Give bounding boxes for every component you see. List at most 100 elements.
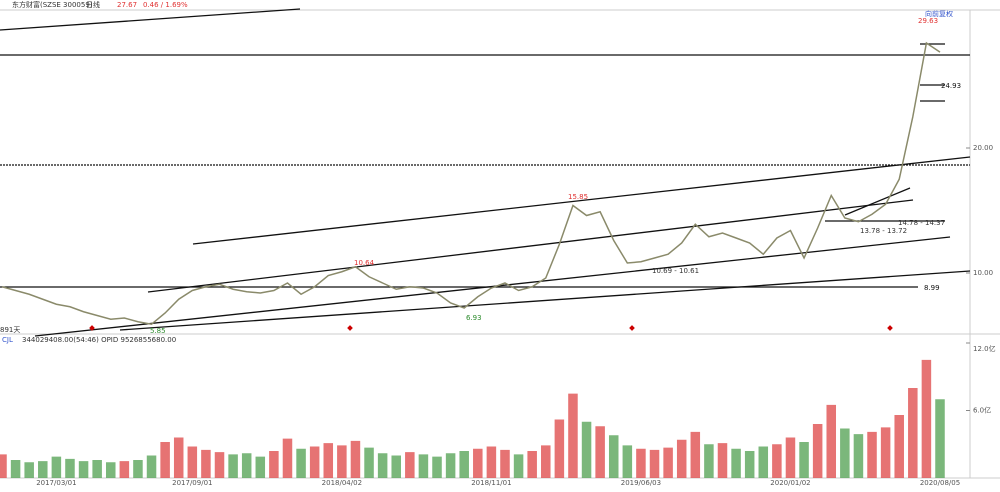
volume-bar bbox=[10, 460, 21, 478]
volume-bar bbox=[486, 446, 497, 478]
volume-bar bbox=[880, 427, 891, 478]
volume-bar bbox=[309, 446, 320, 478]
volume-bar bbox=[704, 444, 714, 478]
y-tick-label: 20.00 bbox=[973, 144, 993, 152]
volume-bar bbox=[527, 451, 537, 478]
volume-bar bbox=[65, 458, 75, 478]
volume-bar bbox=[826, 404, 837, 478]
price: 27.67 bbox=[117, 1, 137, 9]
volume-bar bbox=[690, 431, 701, 478]
volume-bar bbox=[676, 439, 687, 478]
volume-bar bbox=[391, 455, 401, 478]
volume-bar bbox=[758, 446, 769, 478]
volume-bar bbox=[92, 460, 102, 478]
annotation: 10.69 - 10.61 bbox=[652, 267, 699, 275]
y-tick-label: 10.00 bbox=[973, 269, 993, 277]
volume-bar bbox=[38, 461, 48, 478]
volume-bar bbox=[894, 415, 904, 478]
x-tick-label: 2019/06/03 bbox=[621, 479, 661, 487]
volume-bar bbox=[731, 448, 741, 478]
volume-bar bbox=[473, 448, 483, 478]
volume-bar bbox=[921, 359, 932, 478]
volume-bar bbox=[214, 452, 225, 478]
volume-bar bbox=[255, 456, 266, 478]
volume-bar bbox=[663, 447, 673, 478]
volume-title: CJL bbox=[2, 336, 13, 344]
annotation: 29.63 bbox=[918, 17, 938, 25]
x-tick-label: 2017/09/01 bbox=[172, 479, 212, 487]
annotation: 10.64 bbox=[354, 259, 375, 267]
volume-bar bbox=[377, 453, 388, 478]
annotation: 13.78 - 13.72 bbox=[860, 227, 907, 235]
volume-bar bbox=[241, 453, 252, 478]
annotation: 891天 bbox=[0, 326, 20, 334]
volume-bar bbox=[105, 462, 116, 478]
volume-bar bbox=[405, 452, 415, 478]
y-tick-label: 12.0亿 bbox=[973, 344, 996, 353]
trendlines bbox=[0, 8, 971, 337]
volume-bar bbox=[581, 421, 592, 478]
volume-bar bbox=[160, 442, 170, 478]
annotation: 14.78 - 14.37 bbox=[898, 219, 945, 227]
annotation: 5.85 bbox=[150, 327, 166, 335]
volume-bar bbox=[772, 444, 782, 478]
volume-bar bbox=[201, 449, 211, 478]
volume-bar bbox=[853, 434, 864, 478]
x-tick-label: 2017/03/01 bbox=[36, 479, 76, 487]
volume-bar bbox=[432, 456, 442, 478]
volume-bar bbox=[744, 451, 755, 478]
volume-bar bbox=[51, 456, 62, 478]
volume-bar bbox=[867, 431, 877, 478]
volume-bar bbox=[337, 445, 347, 478]
volume-bar bbox=[323, 443, 334, 478]
change: 0.46 / 1.69% bbox=[143, 1, 188, 9]
annotation: 15.85 bbox=[568, 193, 588, 201]
x-tick-label: 2018/04/02 bbox=[322, 479, 362, 487]
volume-bar bbox=[812, 424, 823, 478]
volume-bar bbox=[146, 455, 157, 478]
volume-bar bbox=[840, 428, 850, 478]
markers bbox=[89, 325, 893, 331]
volume-bar bbox=[364, 447, 374, 478]
period[interactable]: 日线 bbox=[86, 0, 100, 9]
volume-bar bbox=[622, 445, 633, 478]
y-tick-label: 6.0亿 bbox=[973, 406, 991, 415]
stock-name[interactable]: 东方财富(SZSE 300059) bbox=[12, 0, 93, 9]
volume-bar bbox=[935, 399, 945, 478]
volume-bar bbox=[595, 426, 605, 478]
volume-bar bbox=[908, 388, 918, 478]
adjust[interactable]: 向前复权 bbox=[925, 9, 953, 18]
volume-bar bbox=[445, 453, 456, 478]
volume-bar bbox=[119, 461, 130, 478]
price-line bbox=[1, 41, 941, 326]
volume-bar bbox=[228, 454, 238, 478]
volume-bar bbox=[173, 437, 184, 478]
volume-bar bbox=[500, 449, 510, 478]
volume-bar bbox=[133, 460, 143, 478]
x-tick-label: 2020/08/05 bbox=[920, 479, 960, 487]
volume-bar bbox=[418, 454, 429, 478]
annotation: 24.93 bbox=[941, 82, 961, 90]
volume-bar bbox=[513, 454, 524, 478]
volume-bar bbox=[269, 451, 279, 478]
volume-bar bbox=[717, 443, 728, 478]
volume-bar bbox=[554, 419, 565, 478]
volume-bar bbox=[296, 448, 306, 478]
volume-bar bbox=[785, 437, 796, 478]
volume-bar bbox=[636, 448, 646, 478]
x-tick-label: 2020/01/02 bbox=[770, 479, 810, 487]
volume-bar bbox=[608, 435, 619, 478]
volume-bar bbox=[568, 393, 578, 478]
volume-bar bbox=[0, 454, 7, 478]
volume-bar bbox=[649, 449, 660, 478]
volume-bar bbox=[282, 438, 293, 478]
annotation: 6.93 bbox=[466, 314, 482, 322]
volume-bar bbox=[187, 446, 198, 478]
volume-bar bbox=[799, 442, 809, 478]
volume-bar bbox=[24, 462, 34, 478]
volume-bar bbox=[541, 445, 551, 478]
volume-subtitle: 344029408.00(54:46) OPID 9526855680.00 bbox=[22, 336, 176, 344]
annotation: 8.99 bbox=[924, 284, 940, 292]
